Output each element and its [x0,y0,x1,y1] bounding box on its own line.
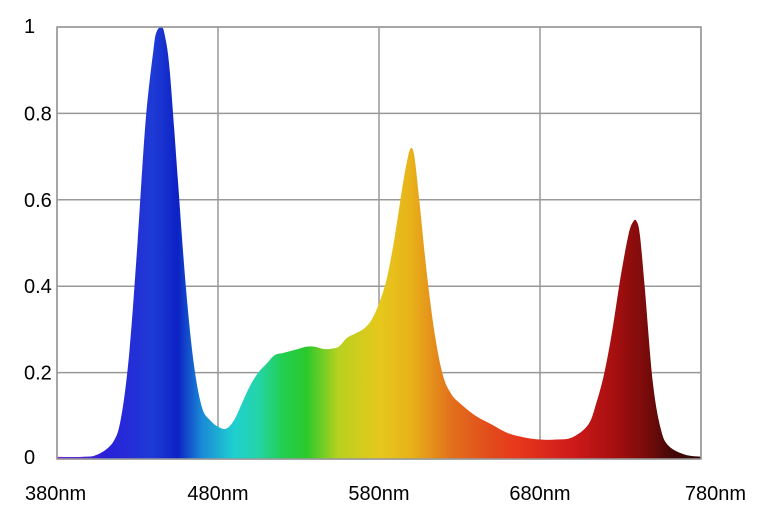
y-tick-label: 0 [24,447,35,469]
x-tick-label: 780nm [685,483,746,505]
spectrum-area [57,27,701,459]
y-tick-label: 0.2 [24,363,52,385]
x-axis-ticks: 380nm 480nm 580nm 680nm 780nm [25,483,746,505]
y-axis-ticks: 0 0.2 0.4 0.6 0.8 1 [24,16,52,469]
y-tick-label: 0.8 [24,103,52,125]
x-tick-label: 480nm [187,483,248,505]
y-tick-label: 0.4 [24,276,52,298]
x-tick-label: 380nm [25,483,86,505]
y-tick-label: 1 [24,16,35,38]
y-tick-label: 0.6 [24,190,52,212]
x-tick-label: 680nm [509,483,570,505]
plot-frame [56,26,702,460]
x-tick-label: 580nm [348,483,409,505]
